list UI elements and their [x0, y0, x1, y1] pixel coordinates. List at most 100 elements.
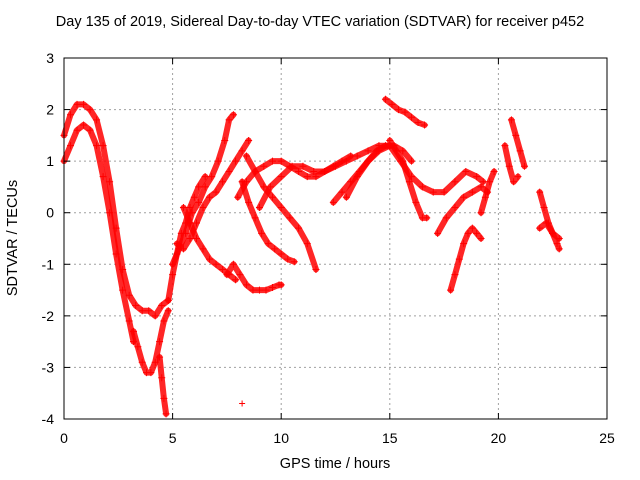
data-point	[223, 271, 231, 279]
series-trace	[536, 220, 563, 242]
series-arc3	[130, 307, 172, 377]
data-point	[364, 157, 372, 165]
data-point	[536, 188, 544, 196]
data-point	[460, 193, 468, 201]
series-trace	[156, 354, 170, 417]
data-point	[510, 178, 518, 186]
data-point	[132, 302, 140, 310]
data-point	[199, 245, 207, 253]
data-point	[255, 286, 263, 294]
data-point	[195, 183, 203, 191]
y-tick-label: -4	[42, 411, 55, 427]
data-point	[290, 258, 298, 266]
series-arc14	[329, 142, 416, 206]
data-point	[401, 108, 409, 116]
data-point	[408, 157, 416, 165]
data-point	[481, 193, 489, 201]
data-point	[451, 271, 459, 279]
series-arc16	[381, 95, 429, 129]
series-trace	[501, 142, 521, 185]
data-point	[542, 219, 550, 227]
data-point	[138, 307, 146, 315]
data-point	[238, 147, 246, 155]
data-point	[195, 198, 203, 206]
data-point	[375, 147, 383, 155]
data-point	[251, 167, 259, 175]
data-point	[192, 235, 200, 242]
data-point	[93, 142, 101, 150]
series-arc21	[501, 142, 522, 186]
data-point	[67, 111, 75, 119]
series-trace	[173, 137, 252, 252]
data-point	[414, 118, 422, 126]
data-point	[353, 173, 361, 181]
data-point	[277, 281, 285, 289]
series-arc19	[447, 224, 485, 294]
series-arc22	[507, 116, 528, 170]
x-tick-label: 0	[60, 430, 68, 446]
data-point	[162, 410, 170, 418]
data-point	[169, 271, 177, 279]
series-trace	[478, 168, 498, 216]
series-arc23	[536, 188, 563, 253]
data-point	[429, 188, 437, 196]
data-point	[134, 343, 142, 351]
data-point	[381, 95, 389, 103]
data-point	[232, 157, 240, 165]
y-tick-label: 0	[46, 205, 54, 221]
data-point	[486, 178, 494, 186]
data-point	[421, 121, 429, 129]
data-point	[332, 162, 339, 170]
data-point	[447, 286, 455, 294]
data-point	[269, 157, 277, 165]
data-point	[251, 214, 259, 222]
data-point	[86, 106, 94, 114]
data-point	[505, 162, 513, 170]
data-point	[460, 240, 468, 248]
data-point	[255, 204, 263, 212]
data-point	[106, 209, 114, 217]
data-point	[225, 167, 233, 175]
series-arc20	[477, 167, 498, 217]
data-point	[99, 173, 107, 181]
data-point	[284, 255, 292, 263]
data-point	[555, 245, 563, 253]
data-point	[468, 188, 476, 196]
data-point	[342, 157, 350, 165]
data-point	[169, 260, 177, 268]
data-point	[299, 162, 307, 170]
data-point	[507, 116, 515, 124]
data-point	[473, 229, 481, 237]
data-point	[245, 198, 253, 206]
data-point	[477, 209, 485, 217]
y-tick-label: -1	[42, 256, 55, 272]
series-arc10	[238, 178, 298, 266]
data-point	[206, 193, 214, 201]
data-point	[266, 183, 274, 191]
data-point	[329, 198, 337, 206]
data-point	[451, 204, 459, 212]
data-point	[262, 286, 270, 294]
data-point	[462, 167, 470, 175]
data-point	[179, 204, 187, 212]
data-point	[288, 162, 296, 170]
data-point	[99, 142, 107, 150]
data-point	[405, 178, 413, 186]
data-point	[219, 178, 227, 186]
series-arc9	[223, 260, 285, 294]
data-point	[164, 296, 172, 304]
data-point	[234, 193, 242, 201]
data-point	[106, 178, 114, 186]
data-point	[277, 250, 285, 258]
series-arc17	[386, 137, 431, 222]
data-point	[434, 229, 442, 237]
series-trace	[536, 189, 563, 252]
data-point	[440, 188, 448, 196]
y-tick-label: 3	[46, 50, 54, 66]
data-point	[239, 400, 246, 407]
data-point	[201, 173, 209, 181]
data-point	[399, 157, 407, 165]
data-point	[112, 250, 120, 258]
data-point	[258, 229, 266, 237]
